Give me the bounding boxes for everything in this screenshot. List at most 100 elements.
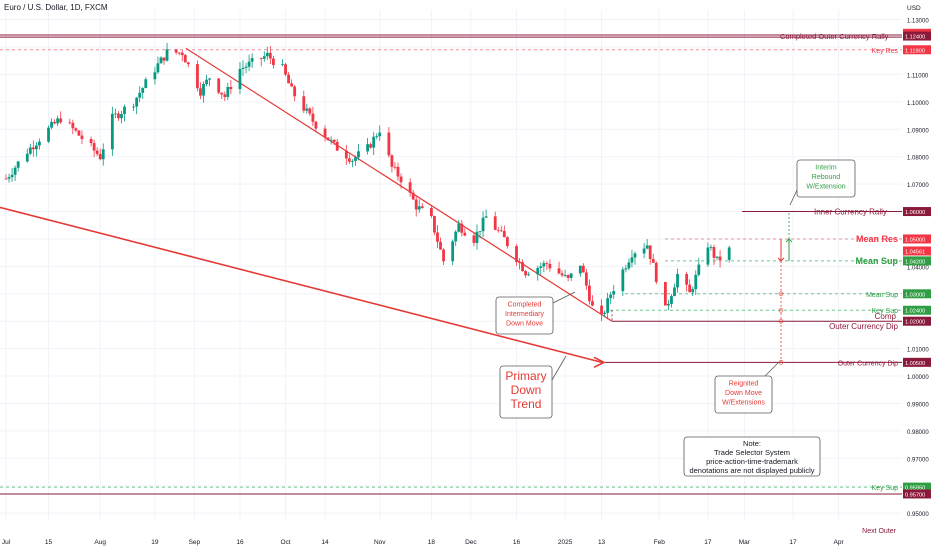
candle-body [180, 52, 184, 56]
candle-body [50, 121, 53, 128]
candle-body [688, 284, 692, 293]
x-tick-label: 17 [789, 539, 797, 546]
candle-body [113, 113, 117, 115]
note-text: denotations are not displayed publicly [689, 466, 814, 475]
candle-body [430, 208, 433, 217]
mean-res-tag: 1.05000 [905, 237, 925, 243]
candle-body [53, 121, 57, 124]
candle-body [454, 231, 458, 242]
candle-body [284, 64, 287, 75]
candle-body [174, 49, 178, 53]
candle-body [694, 274, 698, 290]
inner-rally-tag-bg [903, 207, 931, 217]
note-text: Trade Selector System [714, 448, 790, 457]
y-tick-label: 1.00000 [907, 375, 929, 381]
candle-body [591, 301, 594, 306]
candle-body [433, 216, 436, 233]
candle-body [4, 178, 8, 180]
current-price-tag-bg [903, 246, 931, 256]
candle-body [417, 206, 421, 210]
candle-body [223, 94, 227, 97]
reignited-text: Reignited [729, 381, 759, 388]
x-tick-label: 15 [45, 539, 53, 546]
extension-marker [778, 318, 784, 324]
candle-body [7, 177, 11, 179]
primary-trend-text: Down [511, 383, 542, 397]
intermediary-text: Intermediary [505, 311, 544, 318]
primary-trend-box [499, 365, 553, 419]
x-tick-label: Apr [834, 539, 845, 546]
x-tick-label: Aug [94, 539, 106, 546]
candle-body [141, 88, 145, 93]
candle-body [34, 145, 38, 150]
y-tick-label: 1.01000 [907, 348, 929, 354]
candle-body [606, 298, 610, 313]
candle-body [411, 192, 415, 200]
primary-trend-text: Trend [511, 397, 542, 411]
primary-trend-text: Primary [505, 369, 546, 383]
candle-body [77, 130, 81, 136]
outer-rally-tag-bg [903, 31, 931, 41]
candle-body [10, 174, 14, 178]
candle-body [560, 273, 564, 276]
key-res-tag: 1.11900 [905, 48, 925, 54]
candle-body [642, 248, 646, 254]
candle-body [521, 262, 524, 272]
candle-body [475, 231, 479, 243]
candle-body [205, 79, 208, 85]
candle-body [627, 262, 631, 269]
y-tick-label: 0.99000 [907, 402, 929, 408]
candle-body [311, 113, 315, 122]
primary-trend-pointer [551, 355, 567, 381]
candle-body [202, 84, 205, 96]
candle-body [244, 66, 248, 68]
outer-dip-completed-tag-bg [903, 316, 931, 326]
candle-body [259, 58, 263, 59]
candle-body [375, 136, 379, 138]
candle-body [536, 267, 540, 275]
candle-body [25, 153, 29, 162]
candle-body [439, 241, 442, 250]
y-tick-label: 0.97000 [907, 457, 929, 463]
candle-body [226, 86, 230, 97]
candle-body [505, 237, 509, 247]
candle-body [308, 108, 312, 114]
x-tick-label: Nov [374, 539, 386, 546]
bottom-level-tag: 0.95700 [905, 492, 925, 498]
candle-body [323, 128, 327, 138]
candle-body [153, 72, 157, 80]
candle-body [159, 57, 163, 64]
x-tick-label: Mar [739, 539, 751, 546]
candle-body [47, 127, 50, 142]
y-tick-label: 0.98000 [907, 430, 929, 436]
candle-body [144, 79, 148, 89]
candle-body [387, 132, 391, 156]
candle-body [481, 217, 485, 232]
candle-body [645, 245, 649, 249]
candle-body [199, 88, 202, 96]
candle-body [372, 136, 376, 148]
candle-body [518, 262, 521, 263]
candle-body [186, 62, 190, 65]
x-tick-label: 13 [598, 539, 606, 546]
candle-body [524, 271, 527, 276]
candle-body [247, 61, 251, 67]
note-text: price-action-time-trademark [706, 457, 798, 466]
down-arrow-head [777, 257, 785, 262]
primary-trend-arrow [593, 356, 606, 369]
intermediary-text: Completed [508, 302, 542, 309]
candle-body [366, 144, 369, 152]
candle-body [378, 132, 382, 137]
extension-marker [778, 291, 784, 297]
candle-body [162, 57, 166, 61]
candle-body [603, 312, 607, 314]
candle-body [357, 151, 360, 158]
candle-body [287, 74, 290, 84]
outer-dip-completed-label-2: Outer Currency Dip [829, 322, 898, 331]
x-tick-label: 18 [428, 539, 436, 546]
x-tick-label: Feb [654, 539, 666, 546]
candle-body [420, 206, 424, 209]
candle-body [442, 249, 445, 262]
candle-body [460, 223, 464, 233]
